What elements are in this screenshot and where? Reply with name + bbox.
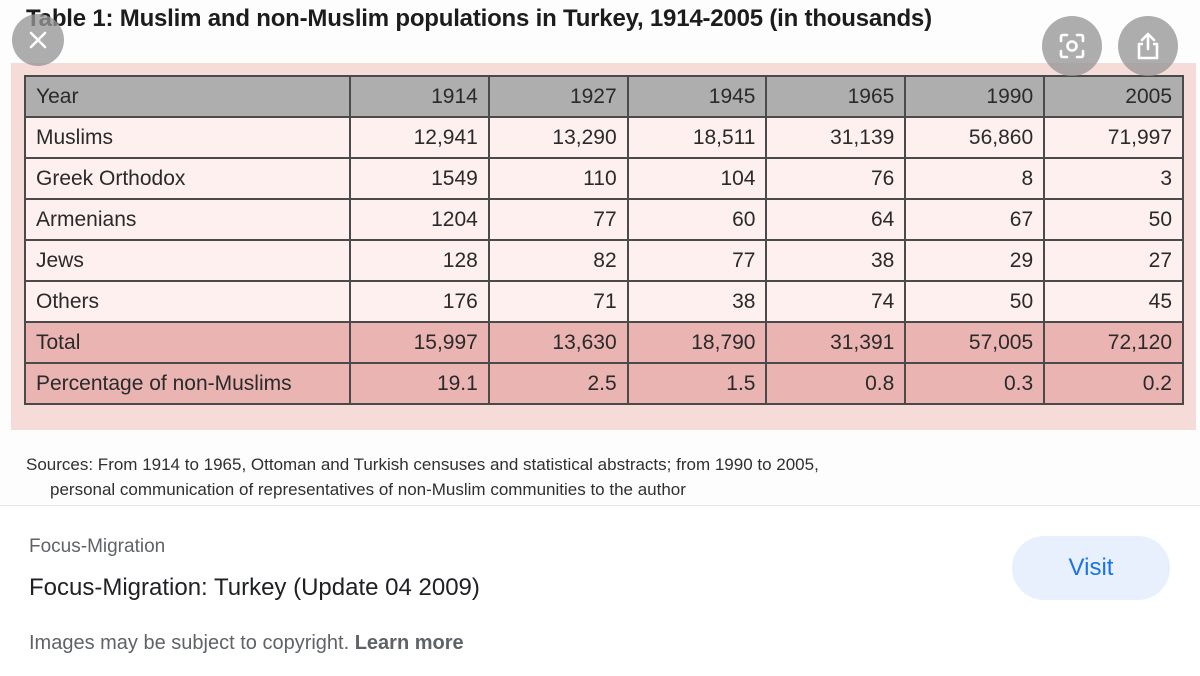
row-label: Percentage of non-Muslims: [24, 362, 351, 405]
source-site-name[interactable]: Focus-Migration: [29, 536, 166, 557]
visit-button[interactable]: Visit: [1012, 536, 1170, 600]
table-cell: 13,290: [487, 116, 629, 159]
close-icon: [29, 31, 47, 49]
copyright-text: Images may be subject to copyright.: [29, 632, 350, 654]
table-cell: 74: [765, 280, 907, 323]
row-label: Others: [24, 280, 351, 323]
header-cell: 2005: [1043, 75, 1184, 118]
table-cell: 50: [904, 280, 1046, 323]
table-row: Jews 128 82 77 38 29 27: [24, 239, 1184, 282]
table-cell: 57,005: [904, 321, 1046, 364]
table-cell: 71: [487, 280, 629, 323]
lens-icon: [1059, 33, 1085, 59]
table-cell: 56,860: [904, 116, 1046, 159]
table-cell: 8: [904, 157, 1046, 200]
table-header-row: Year 1914 1927 1945 1965 1990 2005: [24, 75, 1184, 118]
page-title[interactable]: Focus-Migration: Turkey (Update 04 2009): [29, 574, 480, 601]
table-cell: 15,997: [349, 321, 490, 364]
table-cell: 29: [904, 239, 1046, 282]
table-cell: 3: [1043, 157, 1184, 200]
table-cell: 18,511: [626, 116, 768, 159]
table-cell: 71,997: [1043, 116, 1184, 159]
row-label: Total: [24, 321, 351, 364]
row-label: Muslims: [24, 116, 351, 159]
total-row: Total 15,997 13,630 18,790 31,391 57,005…: [24, 321, 1184, 364]
table-cell: 1.5: [626, 362, 768, 405]
row-label: Greek Orthodox: [24, 157, 351, 200]
table-title: Table 1: Muslim and non-Muslim populatio…: [26, 5, 932, 32]
table-cell: 31,391: [765, 321, 907, 364]
image-preview[interactable]: Table 1: Muslim and non-Muslim populatio…: [0, 0, 1200, 505]
table-cell: 128: [349, 239, 490, 282]
table-panel: Year 1914 1927 1945 1965 1990 2005 Musli…: [11, 63, 1196, 430]
table-cell: 1204: [349, 198, 490, 241]
table-cell: 82: [487, 239, 629, 282]
header-cell: 1965: [765, 75, 907, 118]
table-cell: 12,941: [349, 116, 490, 159]
lens-button[interactable]: [1042, 16, 1102, 76]
table-row: Others 176 71 38 74 50 45: [24, 280, 1184, 323]
share-icon: [1137, 32, 1159, 60]
table-cell: 19.1: [349, 362, 490, 405]
table-cell: 77: [487, 198, 629, 241]
table-row: Muslims 12,941 13,290 18,511 31,139 56,8…: [24, 116, 1184, 159]
table-row: Armenians 1204 77 60 64 67 50: [24, 198, 1184, 241]
header-cell: 1927: [487, 75, 629, 118]
table-cell: 104: [626, 157, 768, 200]
table-cell: 0.8: [765, 362, 907, 405]
table-cell: 77: [626, 239, 768, 282]
table-cell: 31,139: [765, 116, 907, 159]
copyright-notice: Images may be subject to copyright. Lear…: [29, 632, 464, 655]
share-button[interactable]: [1118, 16, 1178, 76]
header-cell: Year: [24, 75, 351, 118]
row-label: Jews: [24, 239, 351, 282]
table-cell: 72,120: [1043, 321, 1184, 364]
table-cell: 0.3: [904, 362, 1046, 405]
table-cell: 0.2: [1043, 362, 1184, 405]
table-cell: 18,790: [626, 321, 768, 364]
table-cell: 1549: [349, 157, 490, 200]
close-button[interactable]: [12, 14, 64, 66]
sources-line-2: personal communication of representative…: [50, 480, 686, 499]
sources-line-1: Sources: From 1914 to 1965, Ottoman and …: [26, 455, 819, 474]
table-cell: 67: [904, 198, 1046, 241]
percentage-row: Percentage of non-Muslims 19.1 2.5 1.5 0…: [24, 362, 1184, 405]
learn-more-link[interactable]: Learn more: [354, 632, 464, 654]
row-label: Armenians: [24, 198, 351, 241]
table-cell: 76: [765, 157, 907, 200]
header-cell: 1990: [904, 75, 1046, 118]
table-cell: 45: [1043, 280, 1184, 323]
table-cell: 176: [349, 280, 490, 323]
table-sources: Sources: From 1914 to 1965, Ottoman and …: [26, 452, 1026, 502]
table-cell: 64: [765, 198, 907, 241]
table-cell: 50: [1043, 198, 1184, 241]
table-cell: 27: [1043, 239, 1184, 282]
table-cell: 38: [765, 239, 907, 282]
header-cell: 1945: [626, 75, 768, 118]
population-table: Year 1914 1927 1945 1965 1990 2005 Musli…: [24, 75, 1184, 405]
image-info-panel: Focus-Migration Focus-Migration: Turkey …: [0, 505, 1200, 676]
header-cell: 1914: [349, 75, 490, 118]
table-cell: 38: [626, 280, 768, 323]
table-cell: 13,630: [487, 321, 629, 364]
table-cell: 2.5: [487, 362, 629, 405]
table-cell: 110: [487, 157, 629, 200]
table-cell: 60: [626, 198, 768, 241]
table-row: Greek Orthodox 1549 110 104 76 8 3: [24, 157, 1184, 200]
